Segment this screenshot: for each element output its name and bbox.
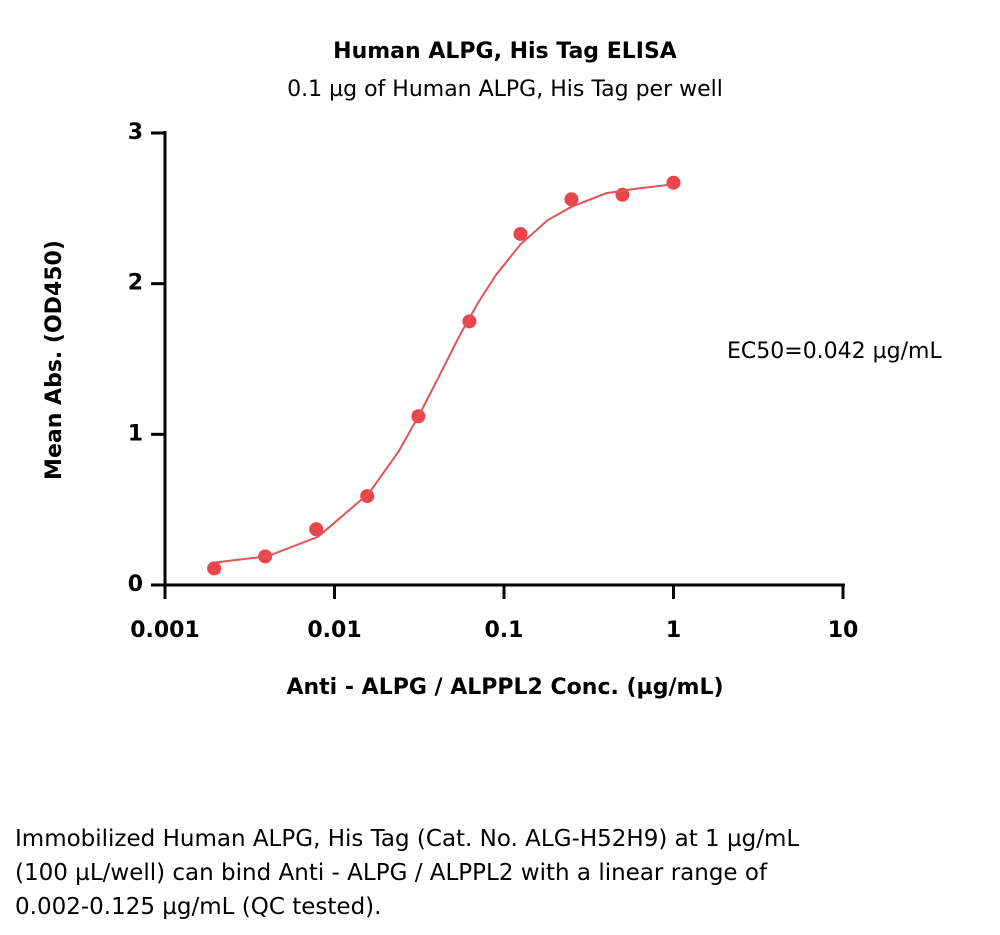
x-axis-label: Anti - ALPG / ALPPL2 Conc. (µg/mL) <box>286 675 723 700</box>
chart-subtitle: 0.1 µg of Human ALPG, His Tag per well <box>287 77 723 102</box>
annotation: EC50=0.042 µg/mL <box>727 339 942 364</box>
data-point <box>564 192 579 207</box>
y-axis-label: Mean Abs. (OD450) <box>42 240 67 480</box>
x-tick-label: 1 <box>666 618 681 643</box>
data-point <box>513 226 528 241</box>
y-tick-label: 1 <box>128 421 143 446</box>
y-tick-label: 3 <box>128 120 143 145</box>
data-point <box>360 489 375 504</box>
data-point <box>207 561 222 576</box>
x-tick-label: 10 <box>828 618 859 643</box>
y-tick-label: 2 <box>128 271 143 296</box>
chart-title: Human ALPG, His Tag ELISA <box>333 39 677 64</box>
data-point <box>309 522 324 537</box>
y-tick-label: 0 <box>128 572 143 597</box>
fit-curve <box>215 183 674 564</box>
caption: Immobilized Human ALPG, His Tag (Cat. No… <box>15 826 800 920</box>
x-tick-label: 0.01 <box>307 618 361 643</box>
x-tick-label: 0.001 <box>130 618 200 643</box>
data-point <box>666 175 681 190</box>
chart: Human ALPG, His Tag ELISA 0.1 µg of Huma… <box>42 39 942 700</box>
x-tick-label: 0.1 <box>485 618 524 643</box>
